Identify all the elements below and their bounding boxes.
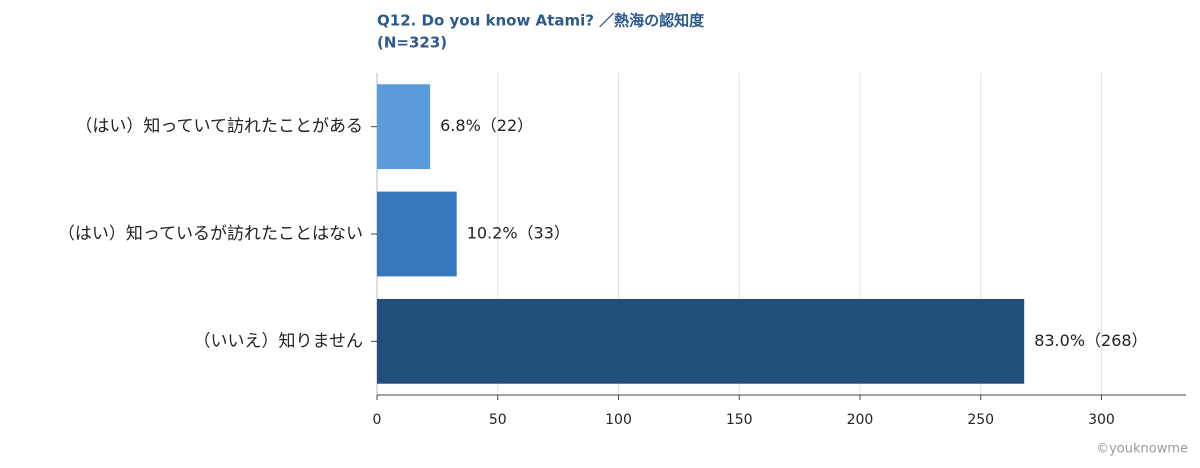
x-tick-label: 300 [1088, 412, 1115, 428]
value-label: 10.2%（33） [467, 224, 570, 243]
value-label: 83.0%（268） [1034, 331, 1147, 350]
bar [377, 191, 457, 277]
value-label: 6.8%（22） [440, 116, 533, 135]
x-tick-label: 100 [605, 412, 632, 428]
x-tick-label: 200 [847, 412, 874, 428]
y-tick-label: （いいえ）知りません [194, 331, 364, 351]
chart-subtitle: (N=323) [377, 34, 447, 52]
chart-title: Q12. Do you know Atami? ／熱海の認知度 [377, 12, 705, 30]
x-tick-label: 0 [373, 412, 382, 428]
x-tick-label: 150 [726, 412, 753, 428]
y-tick-label: （はい）知っているが訪れたことはない [58, 224, 363, 244]
source-credit: ©youknowme [1096, 442, 1188, 457]
x-tick-label: 250 [967, 412, 994, 428]
bar [377, 298, 1025, 384]
bar [377, 84, 431, 170]
x-tick-label: 50 [489, 412, 507, 428]
y-tick-label: （はい）知っていて訪れたことがある [75, 117, 363, 137]
